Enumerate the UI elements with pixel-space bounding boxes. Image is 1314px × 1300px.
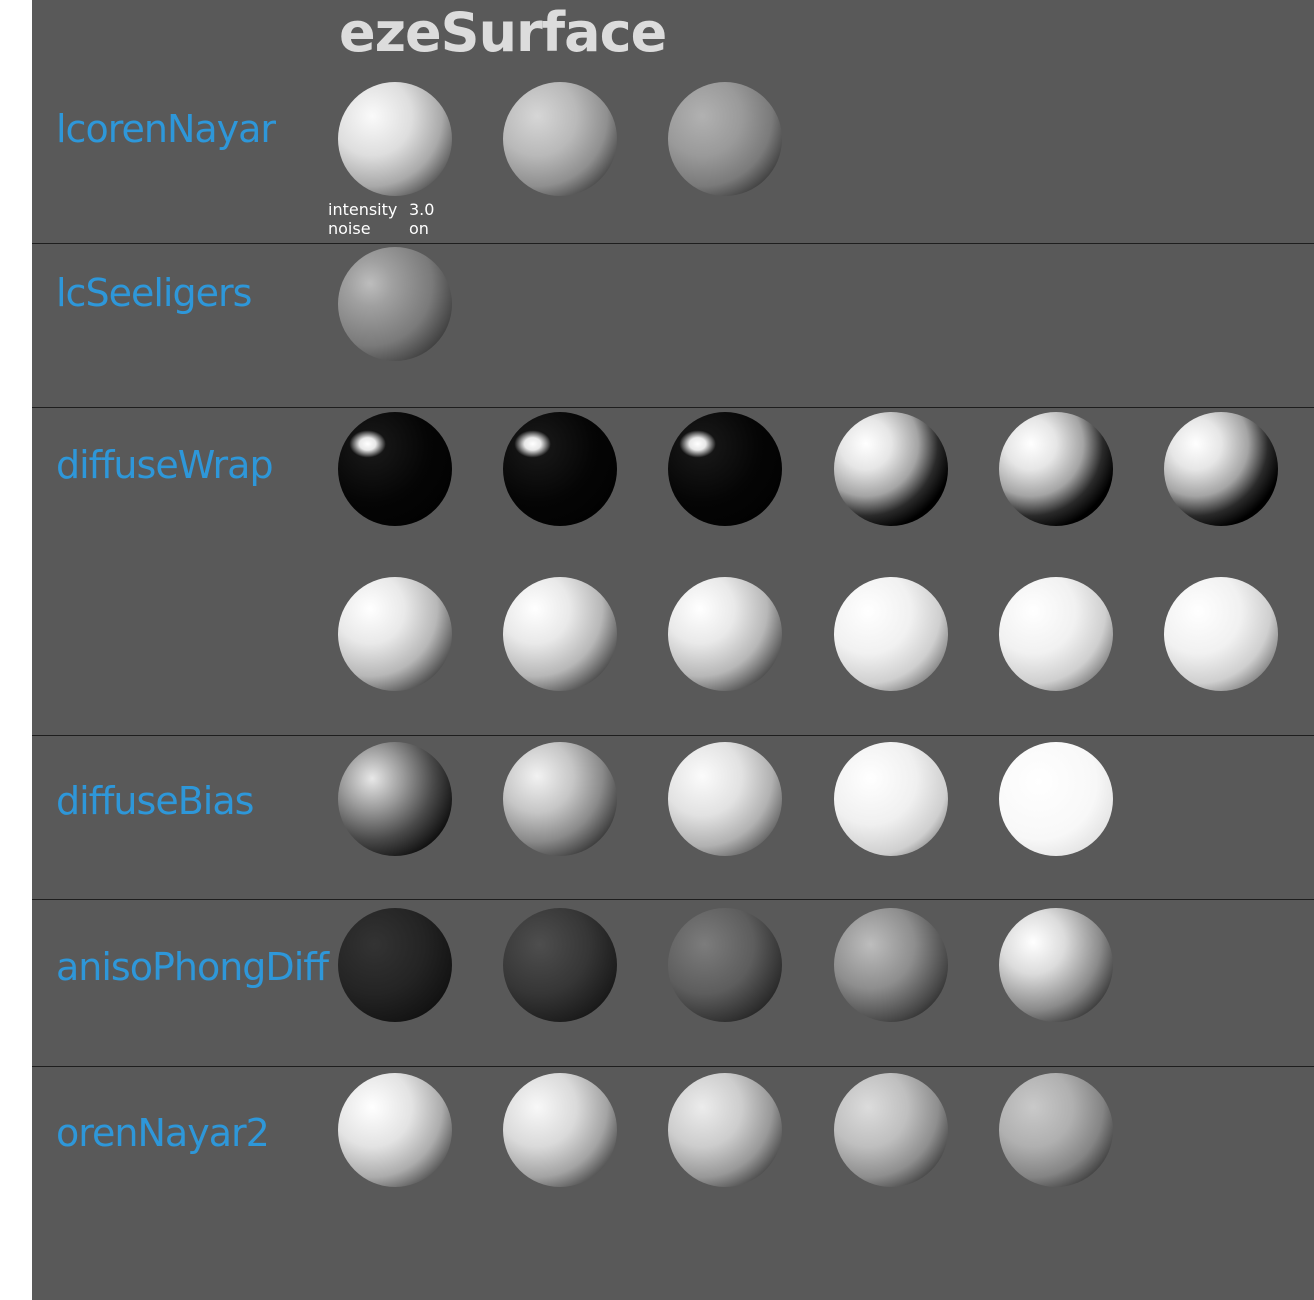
row-label-lcseeligers: lcSeeligers [56,271,252,315]
shader-sphere [1164,577,1278,691]
shader-sphere [668,908,782,1022]
shader-sphere [834,742,948,856]
row-divider [32,899,1314,900]
shader-sphere [999,577,1113,691]
shader-sphere [338,908,452,1022]
shader-sphere [1164,412,1278,526]
shader-sphere [834,908,948,1022]
page-title: ezeSurface [339,1,667,64]
shader-sphere [503,412,617,526]
shader-sphere [503,1073,617,1187]
row-label-anisophongdiff: anisoPhongDiff [56,945,329,989]
shader-sphere [668,1073,782,1187]
param-intensity-label: intensity [328,200,398,219]
shader-sphere [999,742,1113,856]
shader-sphere [834,577,948,691]
param-noise-label: noise [328,219,371,238]
shader-sphere [338,82,452,196]
shader-sphere [668,742,782,856]
row-divider [32,243,1314,244]
row-label-diffusebias: diffuseBias [56,779,254,823]
shader-comparison-panel: ezeSurface lcorenNayar lcSeeligers diffu… [32,0,1314,1300]
shader-sphere [503,908,617,1022]
shader-sphere [503,577,617,691]
row-label-orennayar2: orenNayar2 [56,1111,270,1155]
row-divider [32,407,1314,408]
shader-sphere [999,908,1113,1022]
param-noise-value: on [409,219,429,238]
shader-sphere [503,742,617,856]
shader-sphere [668,82,782,196]
shader-sphere [338,247,452,361]
row-label-diffusewrap: diffuseWrap [56,443,274,487]
param-intensity-value: 3.0 [409,200,435,219]
shader-sphere [503,82,617,196]
shader-sphere [338,742,452,856]
shader-sphere [999,412,1113,526]
shader-sphere [338,577,452,691]
shader-sphere [668,577,782,691]
row-label-lcorennayar: lcorenNayar [56,107,276,151]
row-divider [32,735,1314,736]
shader-sphere [999,1073,1113,1187]
shader-sphere [338,1073,452,1187]
shader-sphere [834,1073,948,1187]
shader-sphere [668,412,782,526]
shader-sphere [338,412,452,526]
row-divider [32,1066,1314,1067]
shader-sphere [834,412,948,526]
